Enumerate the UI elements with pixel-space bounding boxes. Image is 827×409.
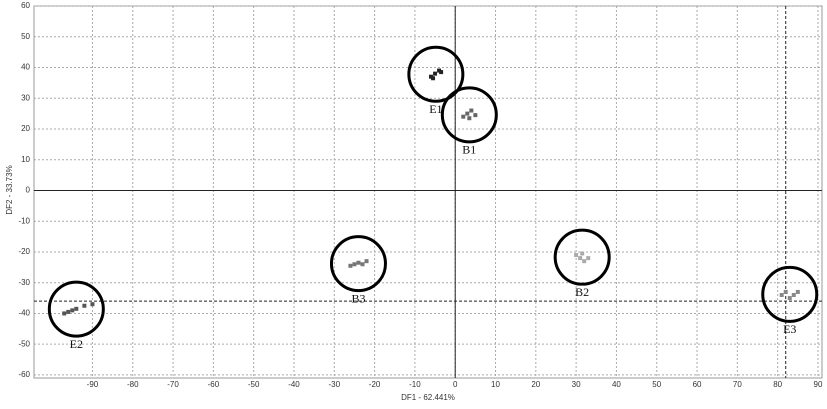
point	[82, 303, 87, 308]
point	[461, 114, 466, 119]
x-tick-label: 70	[733, 380, 742, 389]
point	[582, 259, 587, 264]
cluster-label: E3	[783, 322, 796, 336]
x-tick-label: -20	[369, 380, 381, 389]
point	[779, 292, 784, 297]
point	[574, 253, 579, 258]
cluster-circle	[553, 228, 611, 286]
point	[70, 308, 75, 313]
point	[580, 251, 585, 256]
y-tick-label: -30	[18, 278, 30, 287]
x-tick-label: -80	[127, 380, 139, 389]
x-tick-label: -50	[248, 380, 260, 389]
point	[348, 263, 353, 268]
point	[578, 256, 583, 261]
point	[356, 260, 361, 265]
point	[429, 74, 434, 79]
point	[586, 256, 591, 261]
cluster-circle	[329, 235, 387, 293]
x-tick-label: -10	[409, 380, 421, 389]
point	[62, 311, 67, 316]
cluster-label: B3	[351, 291, 365, 305]
x-tick-label: 10	[491, 380, 500, 389]
x-tick-label: 80	[773, 380, 782, 389]
point	[465, 111, 470, 116]
point	[469, 108, 474, 113]
y-tick-label: 60	[21, 1, 30, 10]
y-tick-label: 10	[21, 155, 30, 164]
cluster-label: E2	[70, 337, 83, 351]
x-tick-label: 90	[814, 380, 823, 389]
point	[360, 262, 365, 267]
cluster-label: E1	[429, 102, 442, 116]
plot-frame	[33, 5, 823, 379]
x-tick-label: -60	[208, 380, 220, 389]
point	[66, 309, 71, 314]
x-tick-label: -90	[87, 380, 99, 389]
point	[439, 70, 444, 75]
cluster-circle	[440, 86, 498, 144]
point	[467, 116, 472, 121]
y-tick-label: -20	[18, 247, 30, 256]
point	[431, 76, 436, 81]
x-tick-label: -40	[288, 380, 300, 389]
x-tick-label: 20	[531, 380, 540, 389]
point	[791, 292, 796, 297]
x-tick-label: 0	[453, 380, 458, 389]
y-tick-label: 40	[21, 63, 30, 72]
point	[787, 296, 792, 301]
y-tick-label: -10	[18, 216, 30, 225]
y-tick-label: 0	[26, 186, 31, 195]
point	[364, 259, 369, 264]
cluster-label: B2	[575, 285, 589, 299]
cluster-label: B1	[462, 143, 476, 157]
x-axis-title: DF1 - 62.441%	[401, 393, 455, 402]
point	[433, 71, 438, 76]
point	[437, 68, 442, 73]
cluster-circle	[761, 265, 819, 323]
y-tick-label: -50	[18, 339, 30, 348]
point	[783, 289, 788, 294]
point	[74, 306, 79, 311]
x-tick-label: -70	[167, 380, 179, 389]
y-tick-label: -60	[18, 370, 30, 379]
x-tick-label: 50	[652, 380, 661, 389]
y-axis-title: DF2 - 33.73%	[5, 165, 14, 214]
point	[473, 113, 478, 118]
cluster-circle	[407, 45, 465, 103]
y-tick-label: 50	[21, 32, 30, 41]
y-tick-label: -40	[18, 309, 30, 318]
point	[90, 302, 95, 307]
y-tick-label: 20	[21, 124, 30, 133]
x-tick-label: -30	[329, 380, 341, 389]
cluster-circle	[47, 280, 105, 338]
point	[352, 262, 357, 267]
x-tick-label: 40	[612, 380, 621, 389]
y-tick-label: 30	[21, 93, 30, 102]
point	[795, 289, 800, 294]
x-tick-label: 60	[693, 380, 702, 389]
x-tick-label: 30	[572, 380, 581, 389]
